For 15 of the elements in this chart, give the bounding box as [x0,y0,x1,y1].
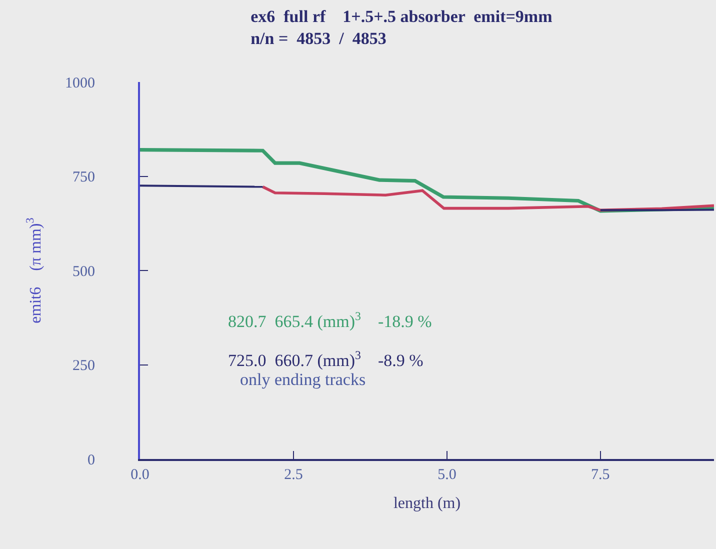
text: 820.7 665.4 (mm)$^{3}$ -18.9 % [228,309,432,332]
y-tick-label: 500 [72,264,95,280]
x-tick-label: 7.5 [591,467,610,483]
x-tick-label: 0.0 [130,467,150,483]
x-axis-title: length (m) [393,495,461,512]
y-tick-label: 1000 [65,75,95,92]
text: 725.0 660.7 (mm)$^{3}$ -8.9 % [228,348,424,370]
annotation: only ending tracks [240,370,366,389]
x-tick-label: 2.5 [284,467,303,483]
x-tick-label: 5.0 [438,467,456,483]
y-tick-label: 750 [72,170,95,186]
chart-subtitle: n/n = 4853 / 4853 [250,29,386,48]
chart-title: ex6 full rf 1+.5+.5 absorber emit=9mm [250,6,552,26]
y-tick-label: 0 [88,452,95,468]
y-tick-label: 250 [72,358,95,374]
